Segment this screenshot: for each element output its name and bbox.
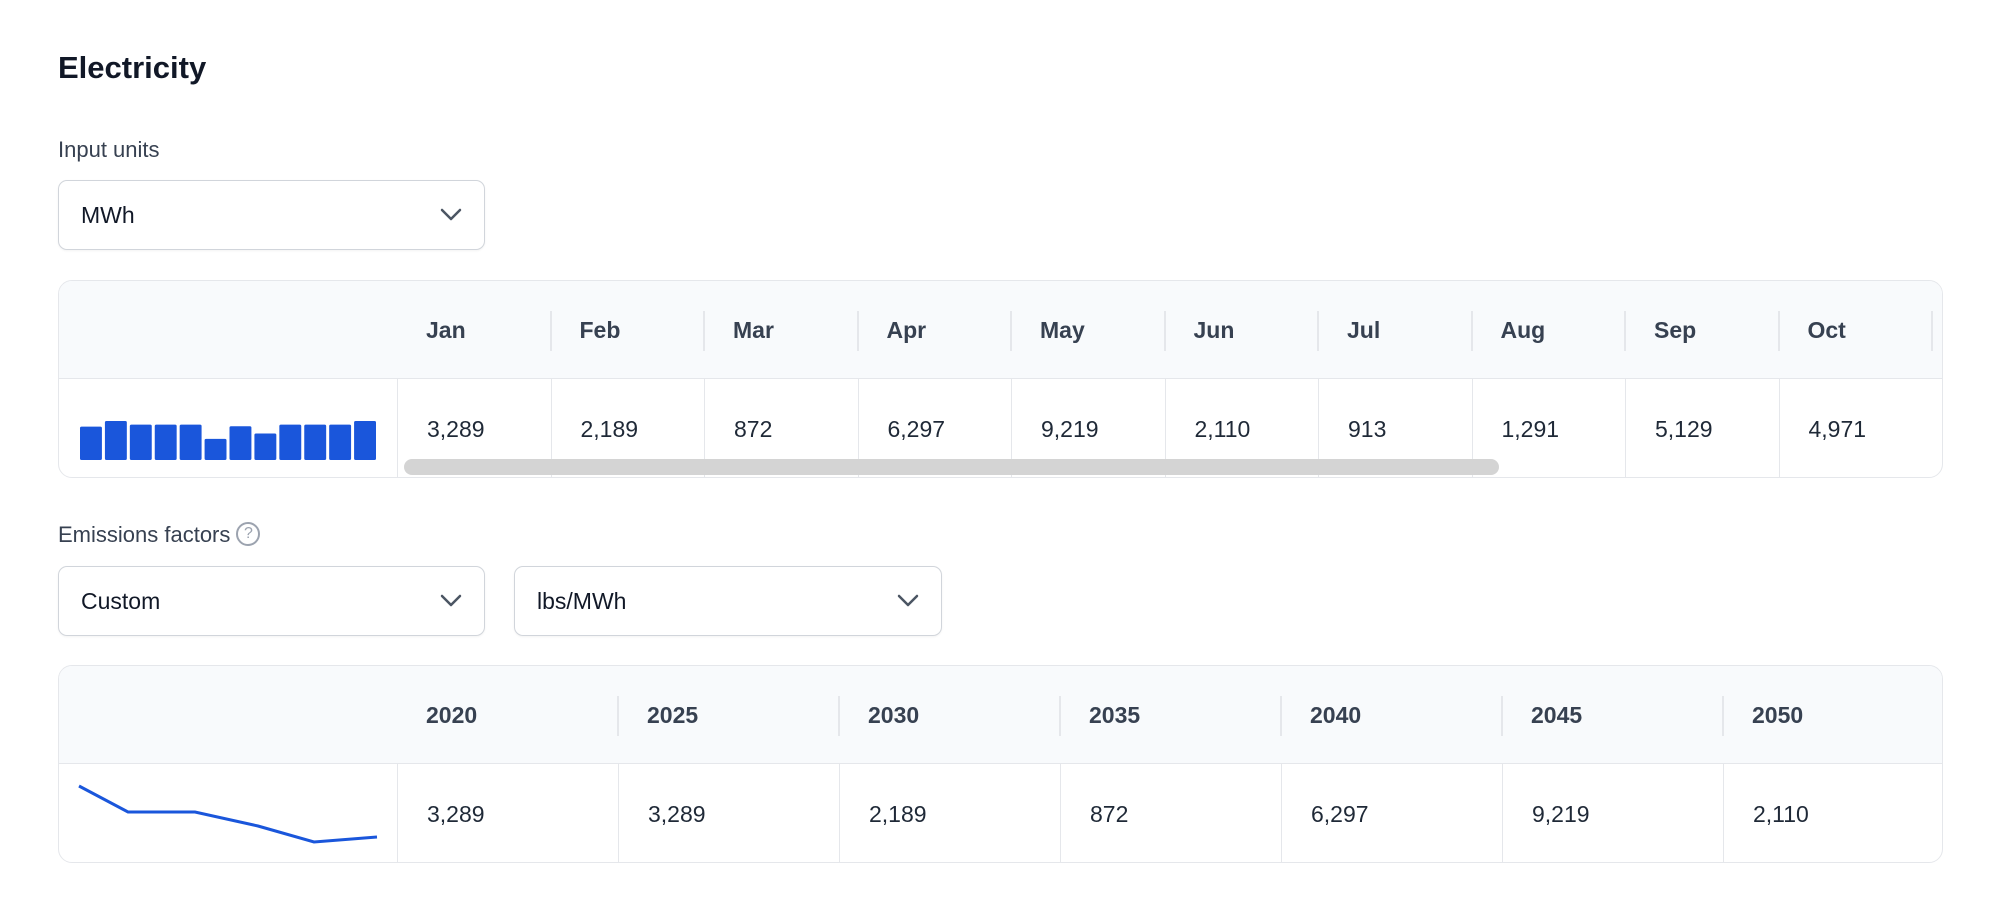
monthly-sparkline [80,421,376,460]
question-circle-icon[interactable]: ? [236,522,261,547]
column-header: Jun [1193,316,1235,343]
yearly-sparkline [78,784,378,844]
column-header: 2030 [868,701,920,728]
column-separator [1280,696,1282,736]
column-header: 2050 [1752,701,1804,728]
value-cell[interactable]: 872 [1060,764,1281,862]
column-header: 2045 [1531,701,1583,728]
column-header: 2020 [426,701,478,728]
column-separator [617,696,619,736]
column-separator [1059,696,1061,736]
value-cell[interactable]: 6,297 [1281,764,1502,862]
section-title: Electricity [58,50,207,85]
column-separator [1722,696,1724,736]
column-header: Jan [426,316,466,343]
chevron-down-icon [440,208,462,221]
value-cell[interactable]: 2,110 [1723,764,1942,862]
column-header: May [1040,316,1085,343]
yearly-table: 2020 2025 2030 2035 2040 2045 2050 3,289 3,289 2… [58,665,1943,863]
value-cell[interactable]: 872 [704,379,858,477]
value-cell[interactable]: 3,289 [397,764,618,862]
column-separator [1501,696,1503,736]
emissions-factors-text: Emissions factors [58,522,231,547]
column-separator [1624,311,1626,351]
value-cell[interactable]: 2,189 [550,379,705,477]
column-header: Oct [1807,316,1846,343]
emissions-unit-value: lbs/MWh [537,587,627,614]
value-cell[interactable]: 3,289 [397,379,551,477]
sparkline-bar [154,424,177,460]
sparkline-bar [80,426,102,460]
yearly-table-header: 2020 2025 2030 2035 2040 2045 2050 [59,666,1942,764]
value-cell[interactable]: 5,129 [1625,379,1779,477]
sparkline-bar [229,426,252,460]
sparkline-bar [304,424,327,460]
value-cell[interactable]: 3,289 [618,764,839,862]
column-separator [549,311,552,351]
input-units-select[interactable]: MWh [58,180,485,250]
chevron-down-icon [440,594,462,607]
emissions-factors-label: Emissions factors? [58,522,261,548]
column-header: Feb [579,316,621,343]
sparkline-bar [354,421,376,460]
column-header: 2035 [1089,701,1141,728]
horizontal-scrollbar[interactable] [404,459,1499,475]
value-cell[interactable]: 4,971 [1778,379,1933,477]
value-cell[interactable]: 9,219 [1011,379,1165,477]
column-header: Sep [1654,316,1697,343]
column-separator [856,311,859,351]
value-cell[interactable]: 913 [1318,379,1472,477]
value-cell[interactable]: 1,291 [1471,379,1626,477]
sparkline-bar [129,424,152,460]
column-separator [703,311,705,351]
monthly-table-header: Jan Feb Mar Apr May Jun Jul Aug Sep Oct [59,281,1942,379]
column-separator [1317,311,1319,351]
sparkline-bar [204,438,227,460]
sparkline-bar [329,424,352,460]
column-header: Jul [1347,316,1381,343]
sparkline-bar [179,424,202,460]
column-separator [838,696,840,736]
input-units-label: Input units [58,137,160,162]
chevron-down-icon [897,594,919,607]
value-cell[interactable]: 9,219 [1502,764,1723,862]
column-header: 2040 [1310,701,1362,728]
value-cell[interactable]: 2,189 [839,764,1060,862]
emissions-source-select[interactable]: Custom [58,566,485,636]
column-separator [1470,311,1473,351]
emissions-source-value: Custom [81,587,161,614]
sparkline-line [78,784,378,844]
monthly-table: Jan Feb Mar Apr May Jun Jul Aug Sep Oct 3,289 2,18… [58,280,1943,478]
column-header: Mar [733,316,774,343]
value-cell[interactable]: 6,297 [857,379,1012,477]
column-separator [1777,311,1780,351]
sparkline-bar [104,421,127,460]
column-header: Aug [1500,316,1546,343]
sparkline-bar [279,424,302,460]
emissions-unit-select[interactable]: lbs/MWh [514,566,942,636]
column-header: Apr [886,316,927,343]
column-separator [1163,311,1166,351]
column-header: 2025 [647,701,699,728]
value-cell[interactable]: 2,110 [1164,379,1319,477]
column-separator [1010,311,1012,351]
sparkline-bar [254,433,277,460]
column-separator [1931,311,1933,351]
input-units-value: MWh [81,201,135,228]
